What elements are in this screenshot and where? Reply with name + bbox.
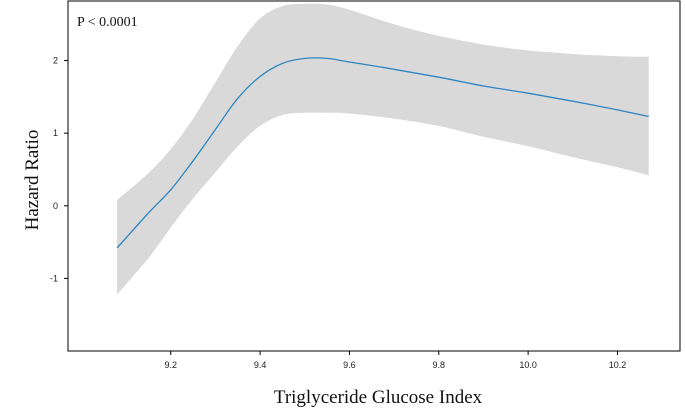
x-tick-label: 9.6 xyxy=(343,360,356,370)
y-tick-label: -1 xyxy=(50,273,58,283)
y-axis-title: Hazard Ratio xyxy=(22,130,43,231)
x-tick-label: 10.2 xyxy=(609,360,627,370)
y-tick-label: 2 xyxy=(53,56,58,66)
y-tick-label: 1 xyxy=(53,128,58,138)
x-tick-label: 10.0 xyxy=(519,360,537,370)
x-tick-label: 9.2 xyxy=(164,360,177,370)
plot-frame xyxy=(67,0,681,352)
x-axis-ticks: 9.2 9.4 9.6 9.8 10.0 10.2 xyxy=(164,351,626,370)
y-axis-ticks: -1 0 1 2 xyxy=(50,56,68,283)
hazard-ratio-line xyxy=(116,57,649,249)
x-tick-label: 9.4 xyxy=(254,360,267,370)
x-tick-label: 9.8 xyxy=(433,360,446,370)
p-value-annotation: P < 0.0001 xyxy=(77,15,138,30)
confidence-band xyxy=(117,3,649,295)
x-axis-title: Triglyceride Glucose Index xyxy=(274,387,483,408)
y-tick-label: 0 xyxy=(53,201,58,211)
